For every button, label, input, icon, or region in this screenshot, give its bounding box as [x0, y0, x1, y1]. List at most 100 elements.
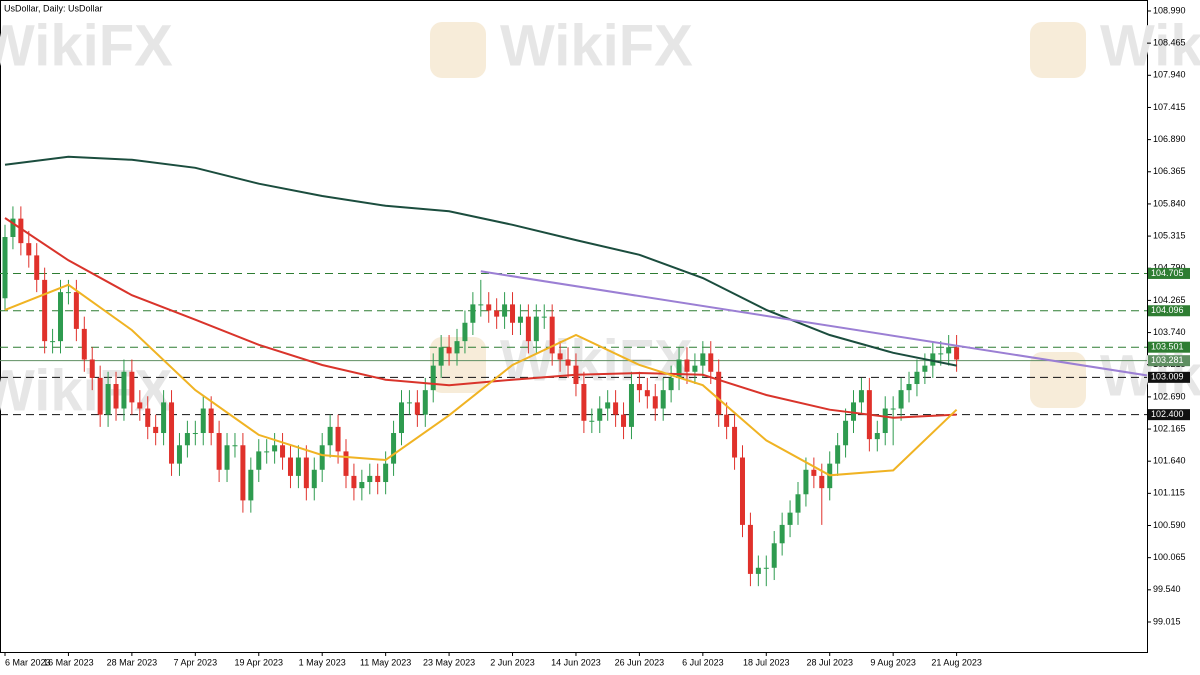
candle-body [732, 426, 738, 458]
watermark-logo [430, 337, 486, 393]
watermark: WikiFX [1100, 13, 1200, 78]
candle-body [510, 304, 516, 323]
x-tick-label: 28 Mar 2023 [107, 657, 158, 667]
candle-body [184, 433, 190, 446]
watermark-logo [1030, 22, 1086, 78]
candle-body [248, 469, 254, 501]
candle-body [121, 371, 127, 409]
candle-body [644, 390, 650, 397]
y-tick-label: 108.990 [1153, 5, 1186, 15]
x-tick-label: 18 Jul 2023 [743, 657, 790, 667]
y-tick-label: 105.840 [1153, 198, 1186, 208]
candle-body [716, 371, 722, 415]
candle-body [145, 408, 151, 427]
y-tick-label: 102.165 [1153, 423, 1186, 433]
x-tick-label: 19 Apr 2023 [234, 657, 283, 667]
chart-title: UsDollar, Daily: UsDollar [4, 3, 103, 13]
candle-body [327, 426, 333, 446]
candle-body [525, 316, 531, 342]
candle-body [779, 524, 785, 544]
candle-body [42, 279, 48, 342]
candle-body [882, 408, 888, 434]
candle-body [406, 402, 412, 404]
candle-body [208, 408, 214, 434]
indicator-line [4, 155, 957, 367]
candle-body [50, 341, 56, 343]
candle-body [73, 292, 79, 329]
candle-body [454, 341, 460, 354]
x-tick-label: 9 Aug 2023 [870, 657, 916, 667]
level-label: 103.009 [1151, 372, 1184, 382]
candle-body [922, 365, 928, 372]
candle-body [858, 390, 864, 403]
candle-body [153, 426, 159, 434]
candle-body [843, 420, 849, 446]
x-tick-label: 14 Jun 2023 [551, 657, 601, 667]
candle-body [835, 445, 841, 464]
level-label: 104.096 [1151, 305, 1184, 315]
candle-body [375, 475, 381, 483]
candle-body [113, 384, 119, 409]
candle-body [494, 310, 500, 317]
candle-body [930, 353, 936, 366]
candle-body [763, 567, 769, 569]
candle-body [533, 316, 539, 342]
candle-body [97, 377, 103, 415]
candle-body [747, 524, 753, 574]
x-tick-label: 1 May 2023 [299, 657, 346, 667]
x-tick-label: 21 Aug 2023 [931, 657, 982, 667]
candle-body [502, 304, 508, 317]
candle-body [660, 390, 666, 409]
level-label: 103.281 [1151, 355, 1184, 365]
candle-body [636, 384, 642, 391]
candle-body [621, 414, 627, 427]
candle-body [652, 396, 658, 409]
level-label: 104.705 [1151, 268, 1184, 278]
candle-body [565, 359, 571, 366]
candle-body [708, 353, 714, 372]
candle-body [874, 433, 880, 440]
candle-body [613, 402, 619, 415]
candle-body [10, 218, 16, 238]
y-tick-label: 103.740 [1153, 327, 1186, 337]
candle-body [2, 237, 8, 299]
candle-body [755, 567, 761, 574]
candle-body [589, 420, 595, 422]
candle-body [676, 359, 682, 378]
candle-body [938, 353, 944, 355]
candle-body [287, 457, 293, 476]
candle-body [295, 457, 301, 476]
candle-body [18, 218, 24, 244]
candle-body [954, 347, 960, 360]
candle-body [311, 469, 317, 489]
candle-body [486, 304, 492, 311]
candle-body [303, 457, 309, 489]
watermark-logo [1030, 352, 1086, 408]
y-tick-label: 105.315 [1153, 230, 1186, 240]
y-tick-label: 100.065 [1153, 552, 1186, 562]
candle-body [161, 402, 167, 434]
level-label-box [1148, 267, 1190, 279]
y-tick-label: 106.365 [1153, 166, 1186, 176]
candle-body [359, 482, 365, 489]
candle-body [684, 359, 690, 372]
level-label-box [1148, 371, 1190, 383]
candle-body [446, 347, 452, 354]
candle-body [81, 328, 87, 360]
watermark: WikiFX [0, 13, 173, 78]
y-tick-label: 100.590 [1153, 520, 1186, 530]
x-tick-label: 23 May 2023 [423, 657, 475, 667]
y-tick-label: 107.415 [1153, 102, 1186, 112]
y-tick-label: 108.465 [1153, 38, 1186, 48]
candle-body [192, 433, 198, 435]
y-tick-label: 104.265 [1153, 295, 1186, 305]
candle-body [549, 316, 555, 354]
candle-body [946, 347, 952, 354]
candle-body [319, 445, 325, 470]
candle-body [692, 365, 698, 372]
level-label: 103.501 [1151, 342, 1184, 352]
x-tick-label: 6 Mar 2023 [5, 657, 51, 667]
candle-body [264, 451, 270, 453]
candle-body [557, 353, 563, 360]
